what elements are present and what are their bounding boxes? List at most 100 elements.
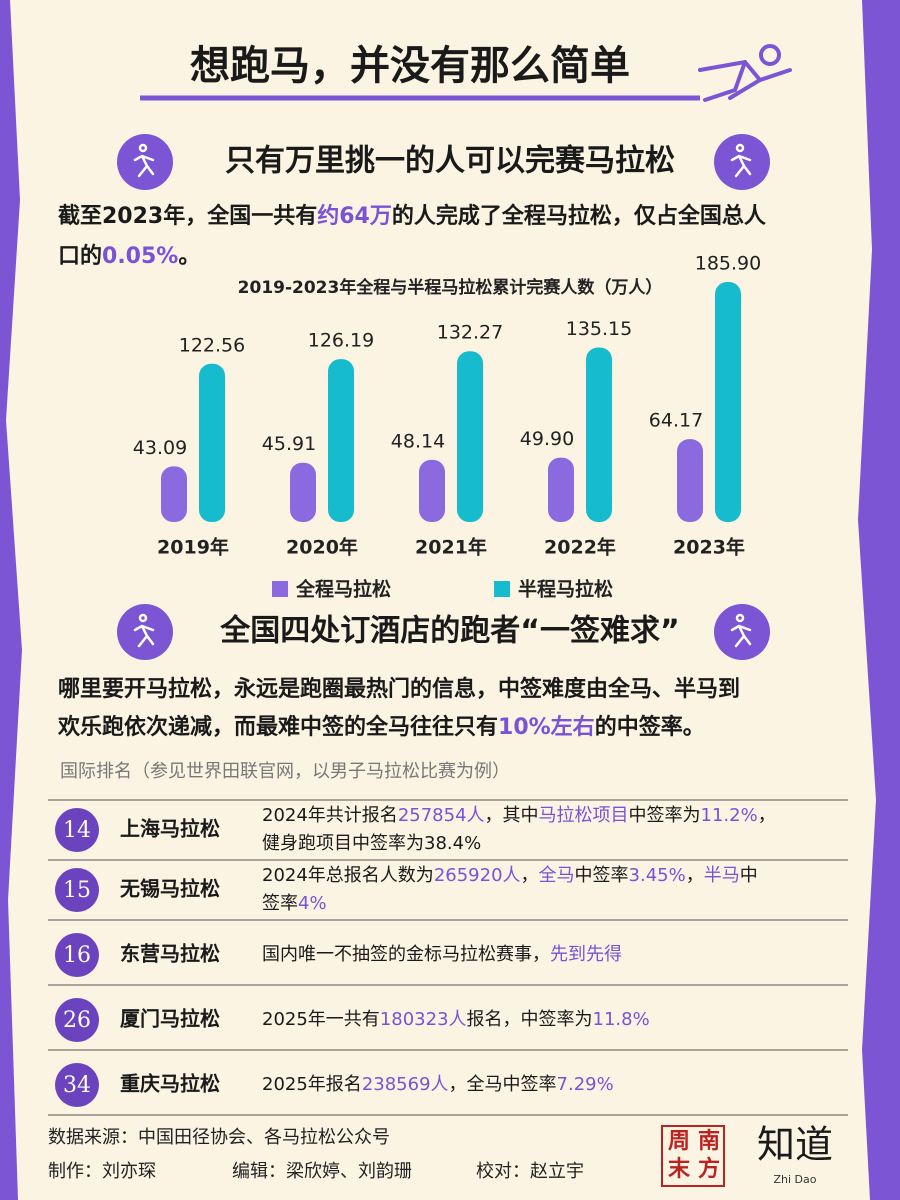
text-segment: 的中签率。 [595,714,705,740]
legend-swatch [272,581,288,597]
credit: 校对：赵立宇 [476,1161,584,1182]
value-label: 122.56 [179,334,245,356]
race-name: 重庆马拉松 [120,1072,220,1096]
chart-title: 2019-2023年全程与半程马拉松累计完赛人数（万人） [238,277,663,298]
x-tick-label: 2020年 [286,536,358,559]
text-segment: 2024年总报名人数为 [262,865,434,886]
logo-frame [661,1125,725,1187]
bar [677,439,703,522]
text-segment: 中 [740,865,758,886]
logo-text: 知道 [757,1123,833,1167]
right-border [858,0,900,1200]
bar [161,466,187,522]
x-tick-label: 2022年 [544,536,616,559]
text-segment: 健身跑项目中签率为38.4% [262,833,481,854]
rich-text: 口的0.05%。 [58,243,200,269]
legend-swatch [494,581,510,597]
rich-text: 2025年一共有180323人报名，中签率为11.8% [262,1009,650,1030]
legend-label: 全程马拉松 [295,578,391,601]
logo-char: 末 [668,1157,691,1182]
text-segment: 238569人 [362,1074,449,1095]
text-segment: 的人完成了全程马拉松，仅占全国总人 [392,203,766,229]
value-label: 45.91 [262,433,316,455]
runner-figure [133,613,155,648]
rank-number: 15 [63,878,91,903]
text-segment: ，其中 [485,805,539,826]
text-segment: ，全马中签率 [449,1074,557,1095]
text-segment: 257854人 [398,805,485,826]
rich-text: 健身跑项目中签率为38.4% [262,833,481,854]
value-label: 64.17 [649,410,703,432]
bar [586,347,612,522]
value-label: 43.09 [133,437,187,459]
text-segment: 3.45% [629,865,686,886]
rank-badge [55,808,99,852]
rank-badge [55,868,99,912]
runner-figure [133,143,155,178]
value-label: 132.27 [437,322,503,344]
runner-decoration [698,44,792,102]
section-heading: 全国四处订酒店的跑者“一签难求” [219,614,679,649]
text-segment: 先到先得 [550,944,622,965]
text-segment: 2025年一共有 [262,1009,380,1030]
bar [328,359,354,522]
text-segment: 。 [178,244,200,269]
text-segment: ， [521,865,539,886]
rich-text: 2024年总报名人数为265920人，全马中签率3.45%，半马中 [262,865,758,886]
rich-text: 截至2023年，全国一共有约64万的人完成了全程马拉松，仅占全国总人 [58,203,766,229]
text-segment: ， [758,805,776,826]
race-name: 东营马拉松 [120,942,220,966]
text-segment: 2024年共计报名 [262,805,398,826]
rank-number: 14 [63,818,91,843]
race-name: 厦门马拉松 [120,1007,220,1031]
x-tick-label: 2021年 [415,536,487,559]
text-segment: 签率 [262,893,298,914]
text-segment: 欢乐跑依次递减，而最难中签的全马往往只有 [57,714,498,740]
text-segment: 中签率为 [629,805,701,826]
rank-number: 26 [63,1008,91,1033]
text-segment: 半马 [704,865,740,886]
x-tick-label: 2019年 [157,536,229,559]
value-label: 135.15 [566,318,632,340]
x-tick-label: 2023年 [673,536,745,559]
rich-text: 哪里要开马拉松，永远是跑圈最热门的信息，中签难度由全马、半马到 [58,676,740,702]
text-segment: 国内唯一不抽签的金标马拉松赛事， [262,944,550,965]
bar [419,459,445,522]
credit: 制作：刘亦琛 [48,1161,156,1182]
rich-text: 2025年报名238569人，全马中签率7.29% [262,1074,614,1095]
text-segment: 全马 [539,865,575,886]
rank-badge [55,933,99,977]
text-segment: 约64万 [317,203,392,229]
race-name: 上海马拉松 [120,817,220,841]
logo-char: 方 [698,1156,720,1182]
text-segment: 11.2% [701,805,758,826]
bar [290,462,316,522]
rich-text: 国内唯一不抽签的金标马拉松赛事，先到先得 [262,944,622,965]
text-segment: 中签率 [575,865,629,886]
bar [457,351,483,522]
logo-char: 南 [698,1129,720,1154]
race-name: 无锡马拉松 [120,877,220,901]
page-title: 想跑马，并没有那么简单 [190,43,630,89]
text-segment: 7.29% [557,1074,614,1095]
text-segment: 10%左右 [498,714,595,740]
source: 数据来源：中国田径协会、各马拉松公众号 [48,1127,390,1148]
logo-char: 周 [668,1129,690,1154]
text-segment: 哪里要开马拉松，永远是跑圈最热门的信息，中签难度由全马、半马到 [58,676,740,702]
table-note: 国际排名（参见世界田联官网，以男子马拉松比赛为例） [60,761,510,782]
text-segment: 2025年报名 [262,1074,362,1095]
text-segment: 180323人 [380,1009,467,1030]
text-segment: 11.8% [593,1009,650,1030]
text-segment: 265920人 [434,865,521,886]
rank-number: 34 [63,1073,91,1098]
runner-figure [730,613,752,648]
text-segment: ， [686,865,704,886]
runner-figure [730,143,752,178]
left-border [0,0,22,1200]
text-segment: 马拉松项目 [539,805,629,826]
rich-text: 签率4% [262,893,327,914]
text-segment: 0.05% [102,244,178,269]
bar [199,363,225,522]
